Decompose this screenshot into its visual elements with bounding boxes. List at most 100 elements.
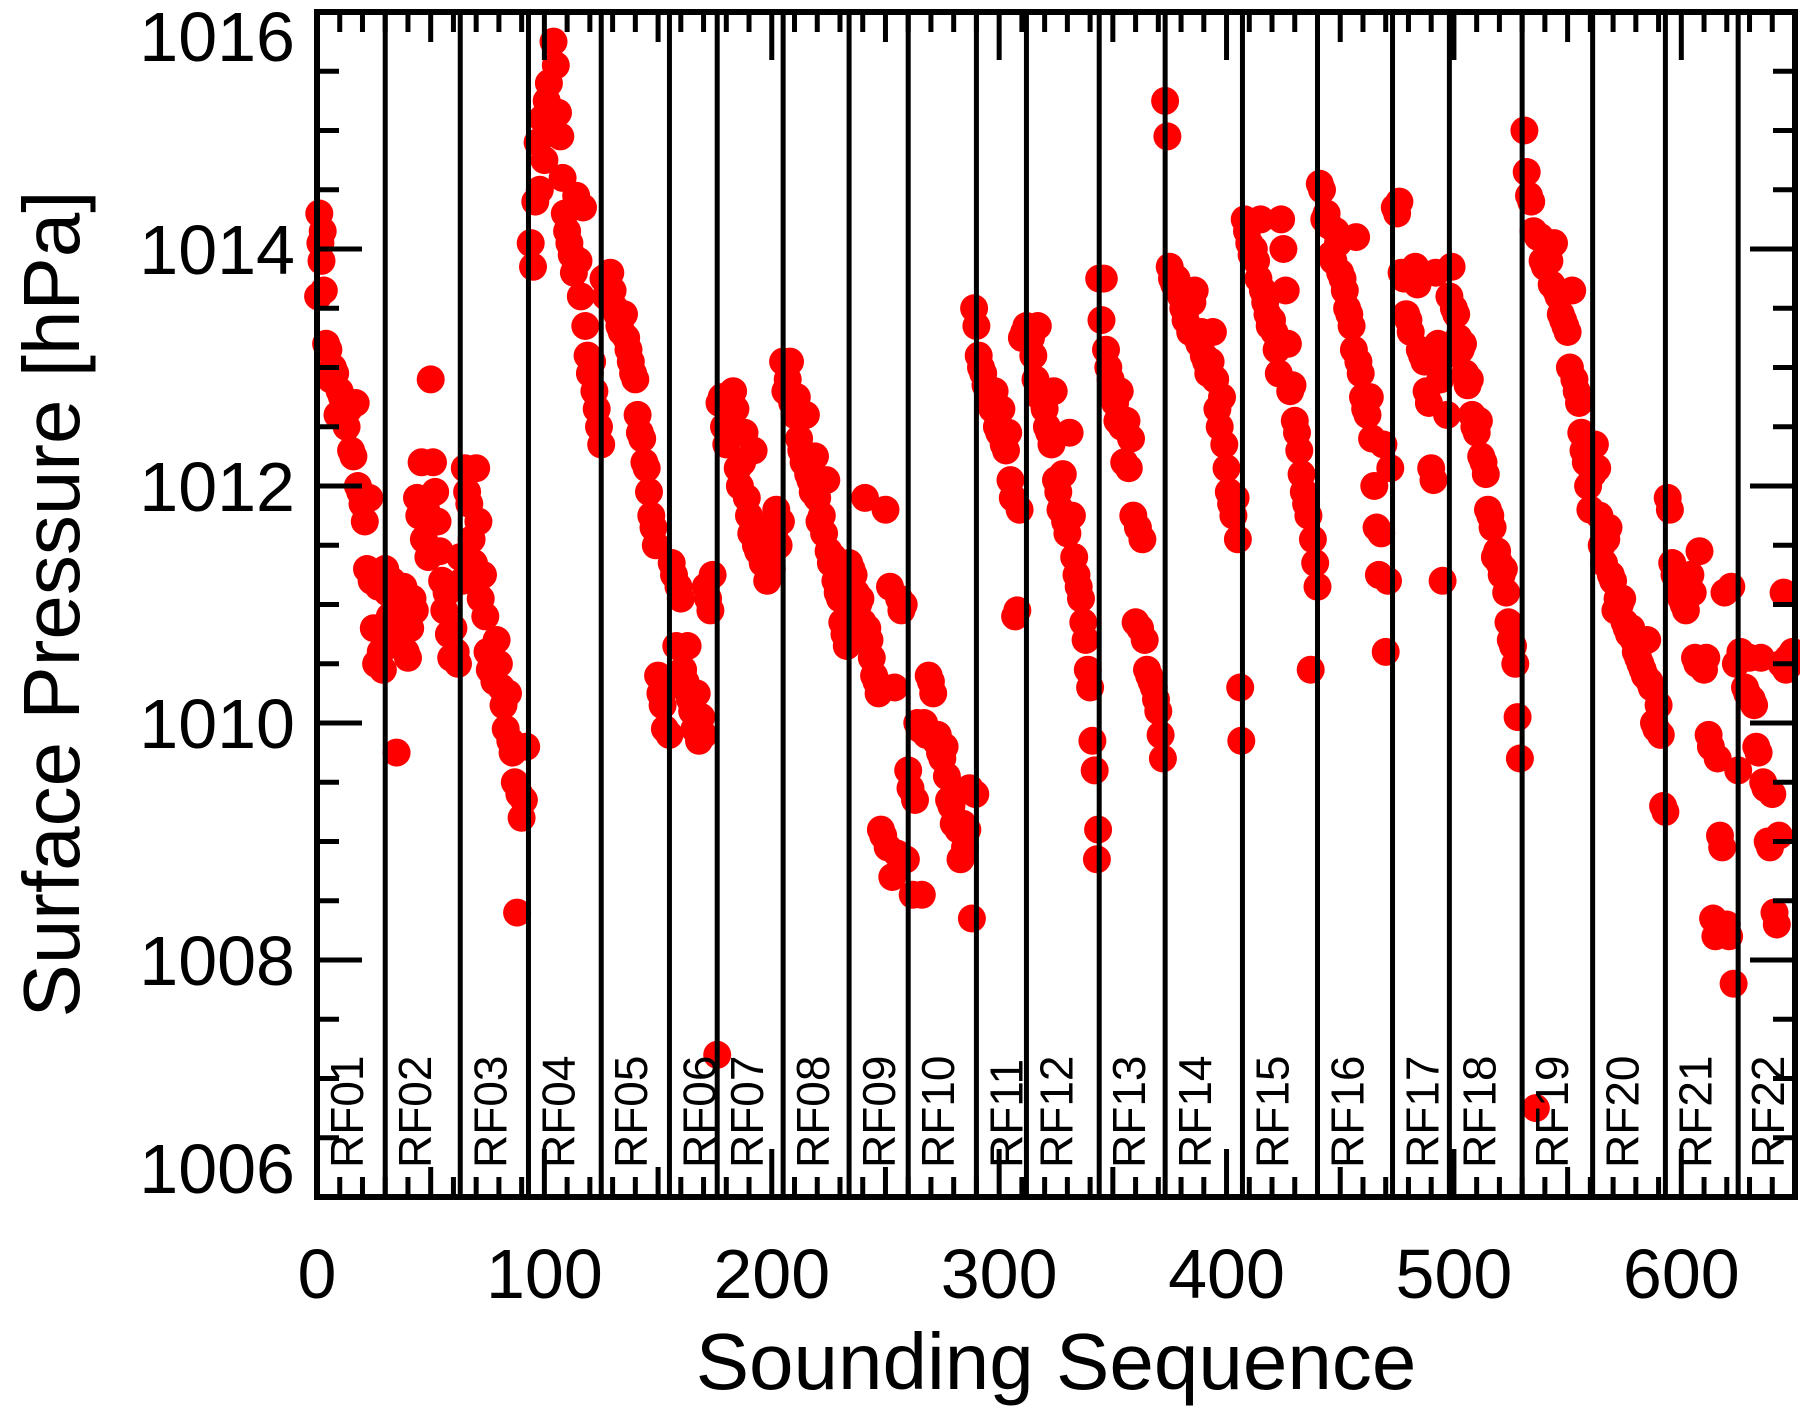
data-point xyxy=(1595,514,1623,542)
data-point xyxy=(931,733,959,761)
data-point xyxy=(690,721,718,749)
data-point xyxy=(1222,484,1250,512)
data-point xyxy=(610,300,638,328)
x-tick-label: 100 xyxy=(486,1235,603,1313)
data-point xyxy=(421,478,449,506)
x-tick-label: 200 xyxy=(713,1235,830,1313)
data-point xyxy=(674,632,702,660)
data-point xyxy=(765,531,793,559)
data-point xyxy=(567,282,595,310)
segment-label-rf02: RF02 xyxy=(389,1056,441,1168)
data-point xyxy=(1144,697,1172,725)
data-point xyxy=(485,650,513,678)
segment-label-rf01: RF01 xyxy=(321,1056,373,1168)
data-point xyxy=(1472,460,1500,488)
data-point xyxy=(1565,389,1593,417)
data-point xyxy=(1078,727,1106,755)
data-point xyxy=(462,454,490,482)
data-point xyxy=(776,348,804,376)
data-point xyxy=(1501,650,1529,678)
data-point xyxy=(919,679,947,707)
data-point xyxy=(812,466,840,494)
data-point xyxy=(1692,644,1720,672)
data-point xyxy=(1106,377,1134,405)
data-point xyxy=(1583,454,1611,482)
data-point xyxy=(1765,822,1793,850)
data-point xyxy=(1006,496,1034,524)
data-point xyxy=(683,679,711,707)
segment-label-rf21: RF21 xyxy=(1669,1056,1721,1168)
data-point xyxy=(1492,579,1520,607)
data-point xyxy=(401,596,429,624)
y-tick-label: 1012 xyxy=(139,448,295,526)
segment-label-rf06: RF06 xyxy=(673,1056,725,1168)
data-point xyxy=(1645,691,1673,719)
segment-label-rf11: RF11 xyxy=(980,1059,1032,1168)
x-tick-label: 300 xyxy=(941,1235,1058,1313)
data-point xyxy=(1090,265,1118,293)
data-point xyxy=(565,247,593,275)
data-point xyxy=(994,419,1022,447)
data-point xyxy=(309,217,337,245)
data-point xyxy=(569,194,597,222)
data-point xyxy=(958,905,986,933)
y-tick-label: 1014 xyxy=(139,211,295,289)
data-point xyxy=(519,253,547,281)
data-point xyxy=(1267,205,1295,233)
data-point xyxy=(1224,525,1252,553)
segment-label-rf19: RF19 xyxy=(1526,1056,1578,1168)
data-point xyxy=(417,365,445,393)
x-tick-label: 600 xyxy=(1623,1235,1740,1313)
data-point xyxy=(1558,277,1586,305)
data-point xyxy=(464,508,492,536)
data-point xyxy=(1679,579,1707,607)
data-point xyxy=(792,401,820,429)
x-tick-label: 500 xyxy=(1396,1235,1513,1313)
data-point xyxy=(1656,496,1684,524)
data-point xyxy=(1115,454,1143,482)
segment-label-rf10: RF10 xyxy=(912,1056,964,1168)
data-point xyxy=(699,561,727,589)
data-point xyxy=(510,786,538,814)
data-point xyxy=(901,786,929,814)
data-point xyxy=(1465,407,1493,435)
data-point xyxy=(1199,318,1227,346)
data-point xyxy=(1210,431,1238,459)
data-point xyxy=(1442,300,1470,328)
x-axis-title: Sounding Sequence xyxy=(696,1316,1417,1408)
data-point xyxy=(628,425,656,453)
data-point xyxy=(1647,721,1675,749)
segment-label-rf07: RF07 xyxy=(721,1056,773,1168)
data-point xyxy=(1117,425,1145,453)
data-point xyxy=(1058,502,1086,530)
segment-label-rf22: RF22 xyxy=(1742,1056,1794,1168)
data-point xyxy=(1072,626,1100,654)
data-point xyxy=(1717,573,1745,601)
segment-label-rf09: RF09 xyxy=(853,1056,905,1168)
data-point xyxy=(1745,739,1773,767)
data-point xyxy=(469,561,497,589)
data-point xyxy=(1608,585,1636,613)
data-point xyxy=(1720,970,1748,998)
data-point xyxy=(1633,626,1661,654)
segment-label-rf14: RF14 xyxy=(1169,1056,1221,1168)
segment-label-rf15: RF15 xyxy=(1246,1056,1298,1168)
data-point xyxy=(696,596,724,624)
data-point xyxy=(740,437,768,465)
data-point xyxy=(439,614,467,642)
data-point xyxy=(1513,158,1541,186)
data-point xyxy=(419,448,447,476)
segment-label-rf13: RF13 xyxy=(1103,1056,1155,1168)
segment-label-rf08: RF08 xyxy=(787,1056,839,1168)
data-point xyxy=(1479,514,1507,542)
data-point xyxy=(546,122,574,150)
data-point xyxy=(1297,656,1325,684)
data-point xyxy=(1081,756,1109,784)
data-point xyxy=(881,674,909,702)
data-point xyxy=(635,478,663,506)
data-point xyxy=(342,389,370,417)
segment-label-rf18: RF18 xyxy=(1453,1056,1505,1168)
data-point xyxy=(1449,330,1477,358)
